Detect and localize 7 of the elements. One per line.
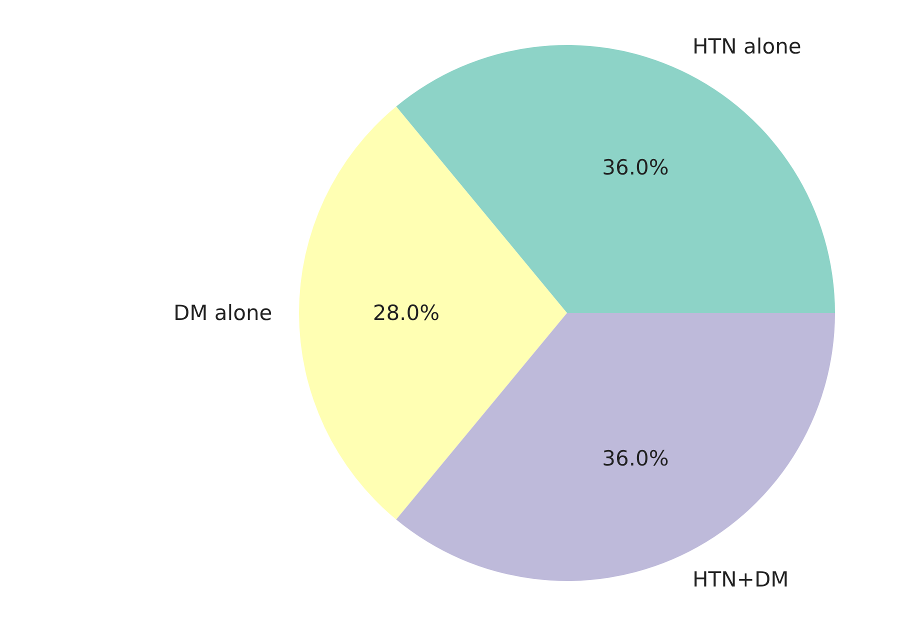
slice-label: HTN+DM — [692, 568, 789, 592]
slice-label: HTN alone — [692, 34, 802, 58]
data-label: 36.0% — [602, 156, 669, 180]
data-label: 28.0% — [372, 301, 440, 325]
data-label: 36.0% — [602, 446, 669, 470]
pie-slice — [299, 106, 567, 520]
slice-label: DM alone — [173, 301, 272, 325]
